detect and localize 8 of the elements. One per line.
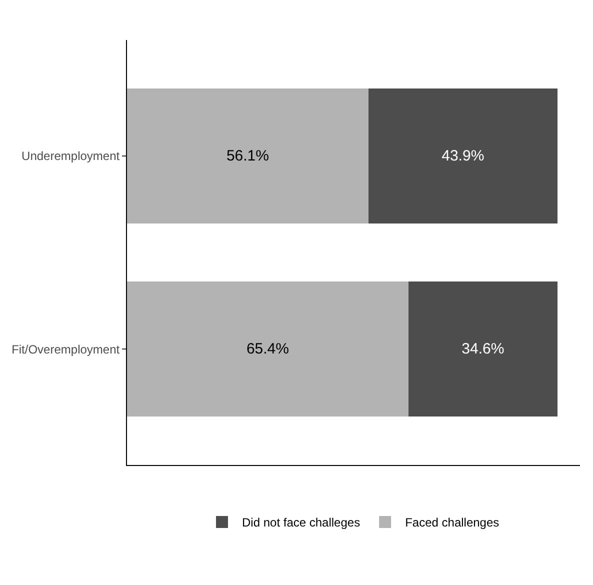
data-label: 34.6%	[462, 340, 504, 358]
data-label: 56.1%	[226, 147, 269, 164]
legend-label: Faced challenges	[405, 516, 500, 530]
data-label: 43.9%	[442, 147, 484, 164]
legend-label: Did not face challeges	[242, 516, 360, 530]
y-tick-label: Underemployment	[22, 149, 120, 164]
y-tick-label: Fit/Overemployment	[12, 342, 120, 356]
data-label: 65.4%	[246, 340, 289, 358]
